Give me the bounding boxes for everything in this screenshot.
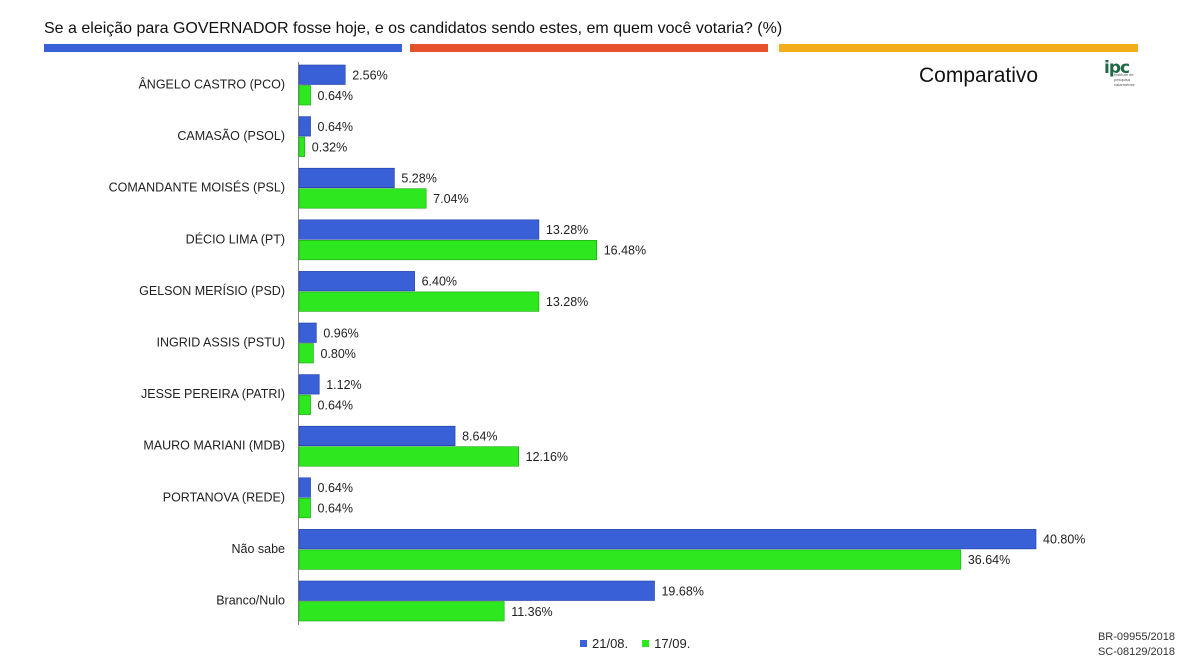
- bar-series-2: [298, 188, 427, 209]
- value-label-series-2: 13.28%: [546, 295, 588, 309]
- category-label: COMANDANTE MOISÉS (PSL): [109, 180, 285, 195]
- legend-item-series-2: 17/09.: [642, 636, 690, 651]
- value-label-series-2: 0.64%: [318, 89, 353, 103]
- header-stripe-red: [410, 44, 768, 52]
- bar-series-1: [298, 64, 346, 85]
- value-label-series-1: 0.96%: [323, 326, 358, 340]
- value-label-series-2: 16.48%: [604, 244, 646, 258]
- bar-series-1: [298, 580, 655, 601]
- logo-tagline: Instituto de pesquisa catarinense: [1114, 72, 1135, 87]
- value-label-series-2: 0.80%: [320, 347, 355, 361]
- category-label: DÉCIO LIMA (PT): [186, 231, 285, 246]
- category-label: Não sabe: [231, 542, 285, 556]
- value-label-series-1: 0.64%: [318, 120, 353, 134]
- category-label: INGRID ASSIS (PSTU): [157, 336, 286, 350]
- bar-series-1: [298, 425, 456, 447]
- bar-series-1: [298, 322, 317, 343]
- value-label-series-1: 5.28%: [401, 171, 436, 185]
- bar-series-2: [298, 240, 597, 261]
- bar-series-1: [298, 374, 320, 395]
- legend-swatch-green: [642, 640, 650, 647]
- legend: 21/08. 17/09.: [580, 636, 704, 651]
- bar-series-1: [298, 477, 311, 498]
- value-label-series-2: 36.64%: [968, 553, 1010, 567]
- legend-label-series-1: 21/08.: [592, 636, 629, 651]
- bar-series-2: [298, 136, 306, 157]
- category-label: Branco/Nulo: [216, 594, 285, 608]
- bar-series-2: [298, 343, 314, 364]
- value-label-series-2: 11.36%: [511, 605, 552, 619]
- value-label-series-1: 8.64%: [462, 429, 497, 443]
- registration-code-br: BR-09955/2018: [1097, 631, 1175, 643]
- legend-label-series-2: 17/09.: [654, 636, 691, 651]
- bar-series-1: [298, 219, 540, 240]
- registration-codes: BR-09955/2018 SC-08129/2018: [1098, 630, 1175, 660]
- value-label-series-2: 12.16%: [526, 450, 568, 464]
- logo-mark: ipc: [1104, 58, 1130, 78]
- bar-series-2: [298, 446, 519, 467]
- bar-series-1: [298, 116, 311, 137]
- chart-subtitle: Comparativo: [919, 64, 1039, 87]
- header-stripe-orange: [779, 44, 1138, 52]
- value-label-series-1: 6.40%: [422, 275, 457, 289]
- bar-series-2: [298, 394, 311, 415]
- bar-series-2: [298, 85, 311, 106]
- bar-series-1: [298, 529, 1037, 550]
- bar-series-1: [298, 167, 395, 188]
- header-stripe-blue: [44, 44, 402, 52]
- legend-swatch-blue: [580, 640, 587, 647]
- bar-series-2: [298, 497, 311, 519]
- bar-series-2: [298, 291, 540, 312]
- category-label: PORTANOVA (REDE): [163, 490, 285, 504]
- legend-item-series-1: 21/08.: [580, 636, 628, 651]
- bar-series-2: [298, 549, 962, 570]
- value-label-series-1: 2.56%: [352, 68, 387, 82]
- category-label: GELSON MERÍSIO (PSD): [139, 283, 285, 298]
- value-label-series-1: 13.28%: [546, 223, 588, 237]
- value-label-series-1: 19.68%: [661, 584, 703, 598]
- value-label-series-2: 7.04%: [433, 192, 468, 206]
- value-label-series-2: 0.64%: [318, 502, 353, 516]
- category-label: MAURO MARIANI (MDB): [143, 439, 285, 453]
- category-label: JESSE PEREIRA (PATRI): [141, 387, 285, 401]
- bars-layer: [298, 64, 1037, 622]
- value-label-series-1: 40.80%: [1043, 533, 1085, 547]
- chart-title: Se a eleição para GOVERNADOR fosse hoje,…: [44, 20, 783, 37]
- bar-series-2: [298, 601, 505, 622]
- category-label: ÂNGELO CASTRO (PCO): [138, 77, 285, 92]
- bar-series-1: [298, 271, 415, 292]
- ipc-logo: ipc Instituto de pesquisa catarinense: [1104, 58, 1148, 92]
- labels-layer: ÂNGELO CASTRO (PCO) 2.56% 0.64% CAMASÃO (PS…: [109, 68, 1086, 619]
- value-label-series-1: 0.64%: [318, 481, 353, 495]
- category-label: CAMASÃO (PSOL): [177, 129, 285, 143]
- value-label-series-1: 1.12%: [326, 378, 361, 392]
- registration-code-sc: SC-08129/2018: [1097, 646, 1175, 658]
- value-label-series-2: 0.32%: [312, 140, 347, 154]
- value-label-series-2: 0.64%: [318, 398, 353, 412]
